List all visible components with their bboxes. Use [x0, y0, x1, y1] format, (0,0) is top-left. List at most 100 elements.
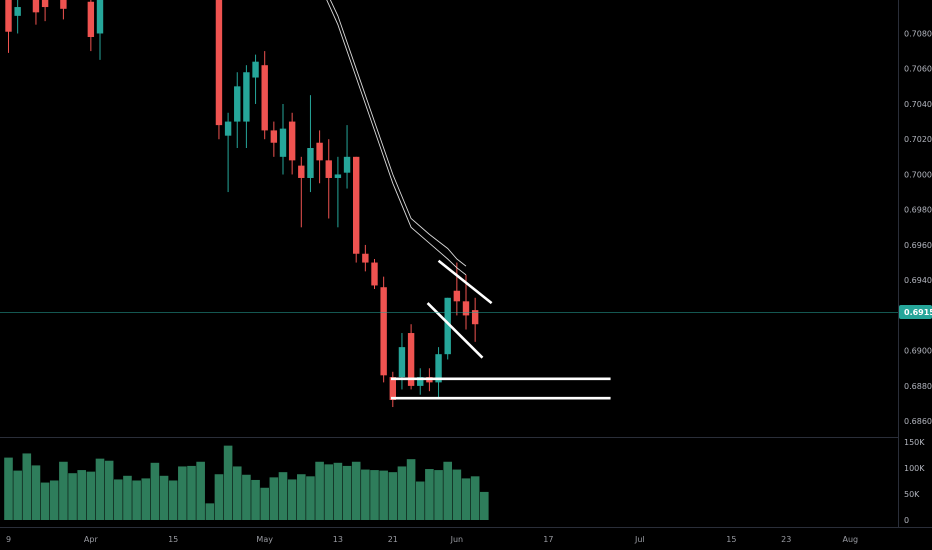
price-tick-label: 0.6860 [904, 417, 932, 426]
candle-body [32, 0, 40, 13]
candle-body [270, 130, 278, 143]
candle [417, 368, 424, 395]
candle [334, 156, 342, 228]
volume-bar [123, 475, 132, 520]
candle-body [96, 0, 104, 34]
candle [307, 95, 314, 193]
candle-body [252, 61, 259, 78]
volume-bar [269, 477, 279, 520]
candle [41, 0, 49, 22]
volume-bar [287, 479, 297, 520]
volume-axis: 150K 100K 50K 0 [904, 438, 925, 525]
volume-bar [306, 476, 315, 520]
volume-bar [333, 462, 343, 520]
candle-body [243, 72, 250, 122]
candle-body [380, 287, 387, 376]
candle-body [60, 0, 67, 9]
moving-average-lines [326, 0, 467, 276]
volume-bar [104, 460, 114, 520]
current-price-label: 0.6915 [899, 305, 932, 319]
candle-body [279, 128, 287, 157]
volume-bar [443, 461, 452, 520]
candle [14, 0, 21, 34]
candle [288, 112, 296, 175]
volume-bar [232, 466, 242, 520]
volume-bar [461, 478, 471, 520]
candle-body [87, 1, 95, 38]
volume-bar [31, 465, 41, 520]
trend-line[interactable] [437, 259, 493, 305]
candle-body [316, 142, 323, 161]
time-axis[interactable]: 9 Apr 15 May 13 21 Jun 17 Jul 15 23 Aug [6, 535, 858, 544]
volume-bar [205, 503, 215, 520]
volume-bar [49, 480, 59, 520]
volume-bar [260, 487, 269, 520]
volume-bar [315, 461, 324, 520]
candle-body [371, 262, 378, 286]
volume-bar [77, 470, 86, 520]
candle [243, 65, 250, 149]
candle-body [288, 121, 296, 161]
candle-body [41, 0, 49, 8]
volume-bar [397, 466, 407, 520]
volume-bar [242, 474, 251, 520]
candle-body [5, 0, 12, 32]
price-tick-label: 0.7080 [904, 29, 932, 38]
current-price-value: 0.6915 [904, 308, 932, 317]
volume-bar [86, 471, 96, 520]
time-tick-label: Jun [450, 535, 464, 544]
candle [362, 244, 369, 272]
volume-bar [388, 472, 398, 520]
candle [325, 139, 332, 219]
volume-bar [95, 458, 105, 520]
price-candles [5, 0, 479, 408]
candle-body [298, 165, 305, 178]
volume-bar [351, 461, 361, 520]
price-tick-label: 0.7020 [904, 135, 932, 144]
volume-bar [187, 465, 196, 520]
time-tick-label: Jul [634, 535, 645, 544]
price-tick-label: 0.6900 [904, 347, 932, 356]
candle [224, 112, 232, 193]
candle [60, 0, 67, 20]
candle [96, 0, 104, 60]
volume-bar [425, 469, 434, 520]
price-tick-label: 0.6960 [904, 241, 932, 250]
candle [87, 0, 95, 52]
volume-bar [22, 453, 32, 520]
volume-bar [178, 466, 187, 520]
price-tick-label: 0.6940 [904, 276, 932, 285]
volume-bar [480, 491, 489, 520]
volume-bar [470, 476, 480, 520]
volume-bar [406, 459, 416, 520]
volume-bar [415, 481, 425, 520]
candle-body [435, 354, 442, 383]
candle [444, 297, 451, 360]
volume-bar [68, 473, 77, 520]
volume-bars [4, 445, 489, 520]
candle-body [224, 121, 232, 136]
volume-bar [278, 472, 288, 520]
candle [234, 72, 241, 149]
candle-body [417, 377, 424, 386]
volume-bar [13, 470, 22, 520]
volume-bar [132, 480, 141, 520]
volume-bar [297, 474, 306, 520]
volume-bar [370, 470, 379, 520]
volume-bar [196, 461, 205, 520]
candle-body [362, 253, 369, 263]
volume-bar [59, 461, 68, 520]
volume-bar [361, 469, 370, 520]
price-tick-label: 0.6880 [904, 382, 932, 391]
time-tick-label: 15 [726, 535, 736, 544]
candle-body [307, 148, 314, 178]
candle-body [261, 65, 268, 131]
ma-line [326, 0, 467, 276]
candle [353, 156, 360, 263]
candle [252, 54, 259, 104]
candle-body [343, 156, 351, 173]
candle [453, 262, 461, 316]
candle [261, 51, 268, 140]
volume-bar [324, 464, 334, 520]
